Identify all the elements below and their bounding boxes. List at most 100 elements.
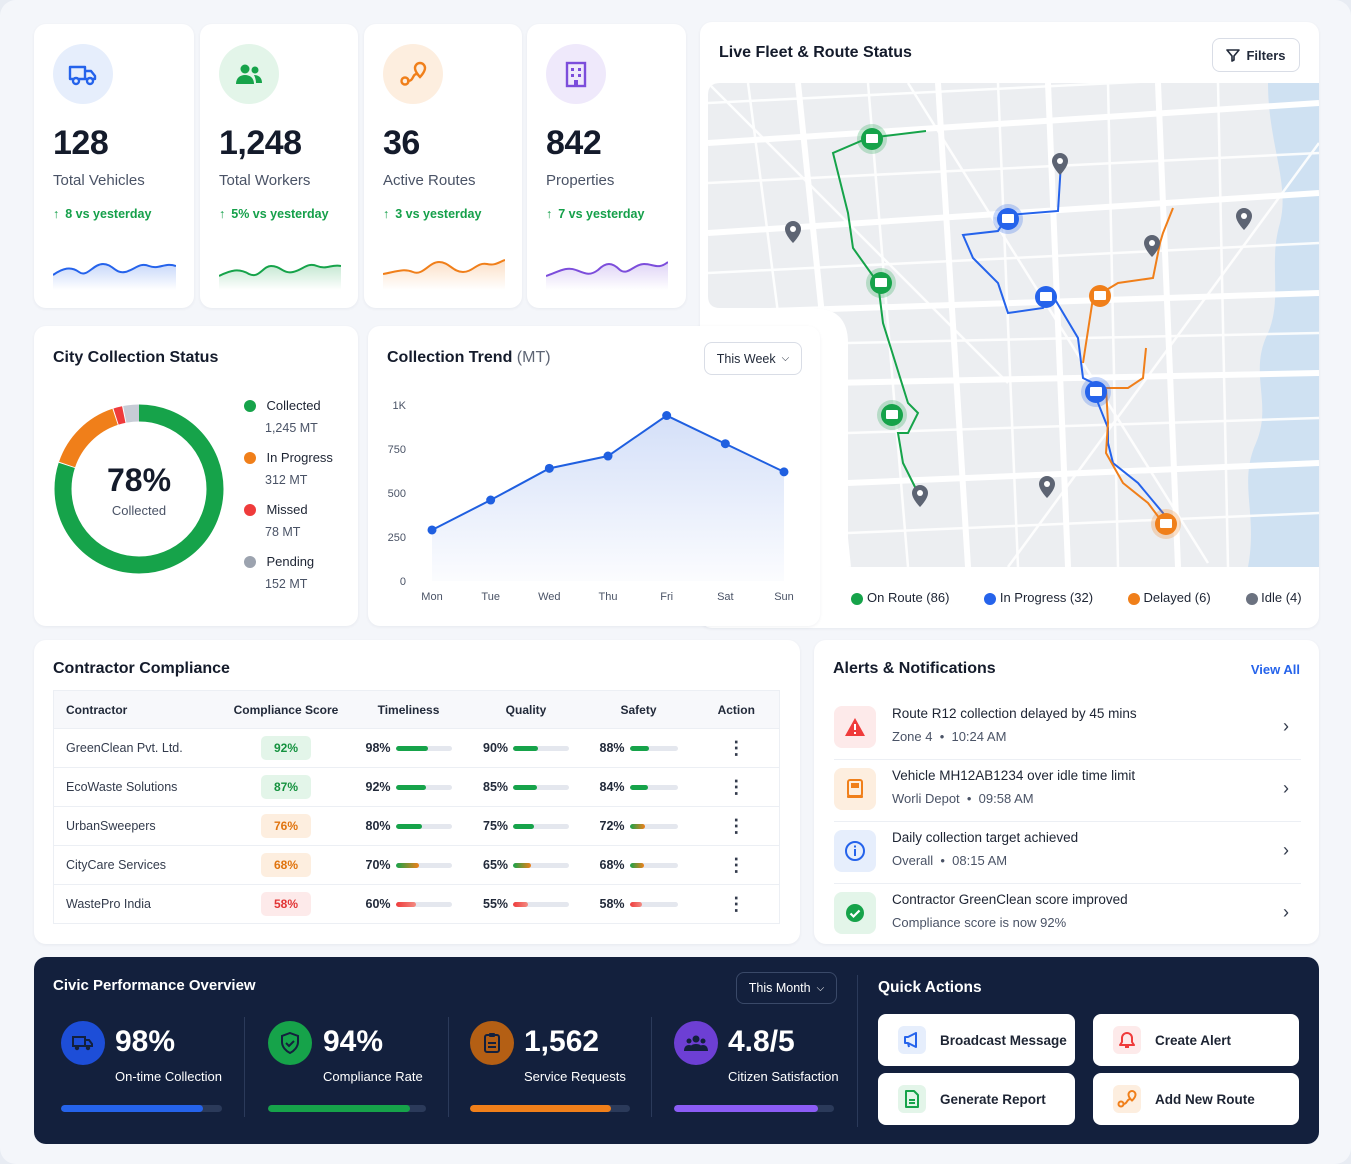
sparkline	[546, 261, 668, 290]
trend-point[interactable]	[779, 467, 789, 477]
metric-progress	[61, 1105, 222, 1112]
score-badge: 58%	[261, 892, 311, 916]
bar-fill	[629, 824, 646, 830]
alert-item[interactable]: Contractor GreenClean score improved Com…	[834, 884, 1301, 946]
timeliness-cell: 92%	[348, 767, 469, 807]
contractor-compliance-card: Contractor Compliance Contractor Complia…	[34, 640, 800, 944]
filters-button[interactable]: Filters	[1212, 38, 1300, 72]
report-icon	[898, 1085, 926, 1113]
alert-meta: Worli Depot • 09:58 AM	[892, 791, 1034, 806]
col-safety[interactable]: Safety	[583, 690, 694, 729]
table-row[interactable]: EcoWaste Solutions 87% 92% 85% 84% ⋮	[53, 767, 780, 807]
stat-card-properties[interactable]: 842 Properties ↑ 7 vs yesterday	[527, 24, 686, 308]
sparkline	[53, 262, 176, 290]
legend-dot	[851, 592, 864, 605]
x-tick-label: Tue	[481, 591, 500, 603]
legend-label: In Progress (32)	[999, 590, 1094, 605]
users-icon	[674, 1021, 718, 1065]
map-marker[interactable]	[877, 400, 907, 430]
col-contractor[interactable]: Contractor	[53, 690, 224, 729]
bar-fill	[629, 746, 649, 752]
more-options-icon[interactable]: ⋮	[693, 806, 780, 846]
table-row[interactable]: GreenClean Pvt. Ltd. 92% 98% 90% 88% ⋮	[53, 728, 780, 768]
alert-item[interactable]: Vehicle MH12AB1234 over idle time limit …	[834, 760, 1301, 822]
metric-value: 1,562	[524, 1025, 600, 1058]
map-marker[interactable]	[866, 268, 896, 298]
table-row[interactable]: CityCare Services 68% 70% 65% 68% ⋮	[53, 845, 780, 885]
bar-fill	[629, 785, 648, 791]
truck-icon	[53, 44, 113, 104]
stat-card-vehicles[interactable]: 128 Total Vehicles ↑ 8 vs yesterday	[34, 24, 194, 308]
broadcast-message-button[interactable]: Broadcast Message	[878, 1014, 1075, 1066]
quality-value: 85%	[483, 780, 509, 794]
bar-fill	[395, 824, 423, 830]
legend-item[interactable]: On Route (86)	[851, 590, 949, 605]
col-timeliness[interactable]: Timeliness	[348, 690, 469, 729]
table-row[interactable]: UrbanSweepers 76% 80% 75% 72% ⋮	[53, 806, 780, 846]
more-options-icon[interactable]: ⋮	[693, 728, 780, 768]
stat-value: 36	[383, 124, 420, 162]
map-marker[interactable]	[1035, 286, 1057, 308]
more-options-icon[interactable]: ⋮	[693, 845, 780, 885]
stat-card-workers[interactable]: 1,248 Total Workers ↑ 5% vs yesterday	[200, 24, 358, 308]
bell-icon	[1113, 1026, 1141, 1054]
timeliness-cell: 70%	[348, 845, 469, 885]
stat-value: 842	[546, 124, 602, 162]
add-new-route-button[interactable]: Add New Route	[1093, 1073, 1299, 1125]
quality-cell: 55%	[468, 884, 584, 924]
quality-value: 55%	[483, 897, 509, 911]
stat-card-routes[interactable]: 36 Active Routes ↑ 3 vs yesterday	[364, 24, 522, 308]
create-alert-button[interactable]: Create Alert	[1093, 1014, 1299, 1066]
more-options-icon[interactable]: ⋮	[693, 884, 780, 924]
donut-center-value: 78%	[106, 462, 172, 498]
legend-item[interactable]: Delayed (6)	[1127, 590, 1211, 605]
fleet-map[interactable]	[708, 83, 1319, 567]
action-label: Broadcast Message	[940, 1032, 1067, 1048]
month-dropdown[interactable]: This Month ⌵	[736, 972, 837, 1004]
status-item: Pending 152 MT	[244, 553, 333, 605]
megaphone-icon	[898, 1026, 926, 1054]
trend-point[interactable]	[662, 411, 672, 421]
bar-fill	[513, 902, 529, 908]
legend-item[interactable]: Idle (4)	[1245, 590, 1302, 605]
bar-fill	[629, 902, 643, 908]
col-action: Action	[693, 690, 780, 729]
trend-point[interactable]	[603, 451, 613, 461]
col-score[interactable]: Compliance Score	[223, 690, 349, 729]
metric-progress-fill	[470, 1105, 611, 1112]
trend-point[interactable]	[544, 463, 554, 473]
safety-bar	[629, 785, 678, 791]
map-marker[interactable]	[1081, 377, 1111, 407]
alert-meta: Overall • 08:15 AM	[892, 853, 1008, 868]
view-all-link[interactable]: View All	[1250, 662, 1300, 677]
trend-point[interactable]	[427, 525, 437, 535]
week-dropdown[interactable]: This Week ⌵	[704, 342, 802, 375]
metric-label: On-time Collection	[115, 1069, 222, 1084]
alerts-title: Alerts & Notifications	[833, 660, 996, 677]
warning-icon	[834, 706, 876, 748]
score-badge: 87%	[261, 775, 311, 799]
sparkline	[383, 259, 505, 290]
trend-title-wrap: Collection Trend (MT)	[387, 349, 551, 367]
trend-point[interactable]	[720, 439, 730, 449]
more-options-icon[interactable]: ⋮	[693, 767, 780, 807]
table-row[interactable]: WastePro India 58% 60% 55% 58% ⋮	[53, 884, 780, 924]
trend-point[interactable]	[486, 495, 496, 505]
map-marker[interactable]	[1151, 509, 1181, 539]
alert-item[interactable]: Route R12 collection delayed by 45 mins …	[834, 698, 1301, 760]
stat-label: Active Routes	[383, 172, 476, 189]
generate-report-button[interactable]: Generate Report	[878, 1073, 1075, 1125]
metric-value: 98%	[115, 1025, 176, 1058]
shield-icon	[268, 1021, 312, 1065]
map-marker[interactable]	[1089, 285, 1111, 307]
legend-dot	[984, 592, 997, 605]
map-marker[interactable]	[993, 204, 1023, 234]
donut-center-label: Collected	[111, 503, 167, 518]
col-quality[interactable]: Quality	[468, 690, 584, 729]
safety-cell: 72%	[583, 806, 694, 846]
metric-progress-fill	[268, 1105, 411, 1112]
alert-item[interactable]: Daily collection target achieved Overall…	[834, 822, 1301, 884]
legend-item[interactable]: In Progress (32)	[984, 590, 1093, 605]
map-marker[interactable]	[857, 124, 887, 154]
contractor-name: WastePro India	[53, 884, 224, 924]
